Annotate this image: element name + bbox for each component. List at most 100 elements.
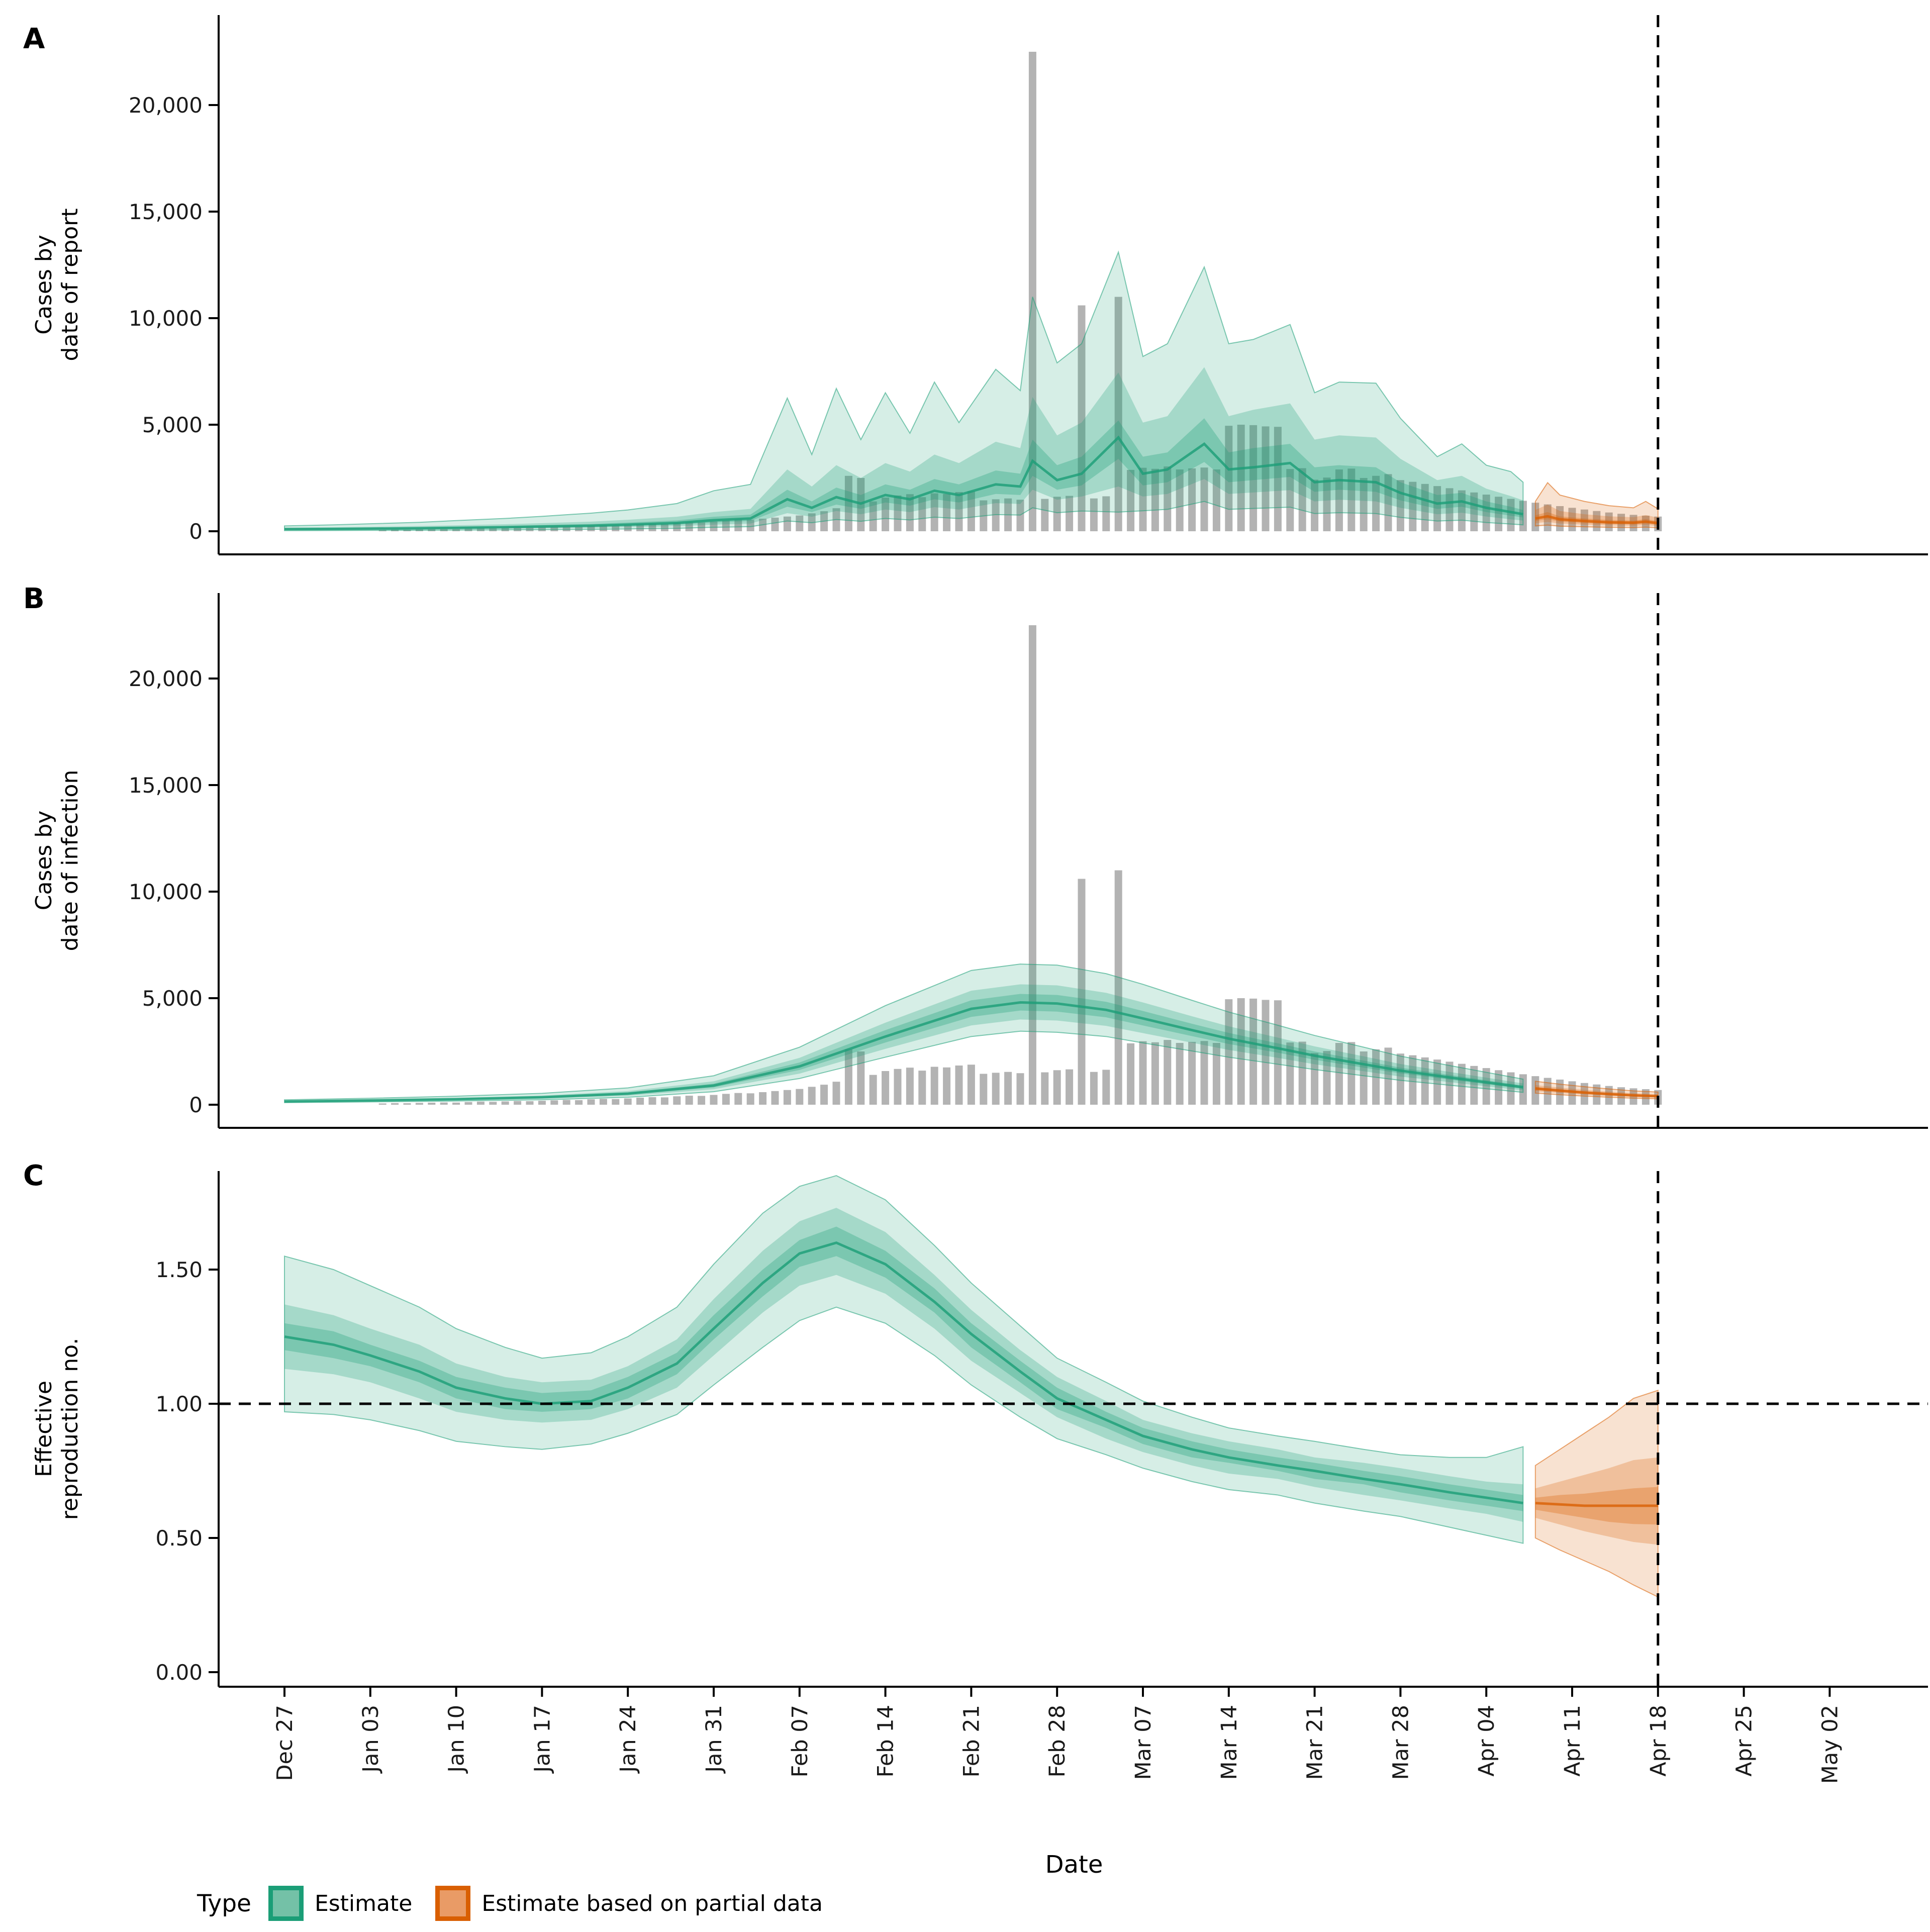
reported-cases-bar bbox=[1200, 467, 1208, 531]
reported-cases-bar bbox=[906, 494, 914, 531]
y-tick-label: 0 bbox=[189, 1093, 203, 1117]
panel-A: 0 5,000 10,000 15,000 20,000 A Cases by date of… bbox=[23, 15, 1928, 555]
reported-cases-bar bbox=[746, 1093, 754, 1105]
reported-cases-bar bbox=[636, 1098, 644, 1105]
reported-cases-bar bbox=[599, 1099, 607, 1105]
reported-cases-bar bbox=[857, 1051, 865, 1105]
reported-cases-bar bbox=[930, 493, 938, 531]
reported-cases-bar bbox=[1335, 469, 1343, 531]
reported-cases-bar bbox=[796, 1089, 804, 1105]
y-tick-label: 1.00 bbox=[155, 1392, 203, 1416]
reported-cases-bar bbox=[1445, 1061, 1454, 1105]
reported-cases-bar bbox=[550, 527, 558, 531]
legend: Type Estimate Estimate based on partial … bbox=[197, 1886, 846, 1921]
reported-cases-bar bbox=[1311, 479, 1319, 531]
reported-cases-bar bbox=[746, 520, 754, 531]
reported-cases-bar bbox=[587, 1099, 595, 1105]
reported-cases-bar bbox=[1495, 497, 1503, 531]
C_estimate-median-line bbox=[284, 1241, 1523, 1505]
reported-cases-bar bbox=[1164, 1040, 1172, 1105]
reported-cases-bar bbox=[415, 1103, 423, 1105]
y-tick-label: 20,000 bbox=[129, 666, 203, 691]
reported-cases-bar bbox=[1102, 1070, 1110, 1105]
reported-cases-bar bbox=[698, 1096, 706, 1105]
reported-cases-bar bbox=[1507, 1072, 1515, 1105]
reported-cases-bar bbox=[1225, 426, 1233, 531]
A_estimate-ci20-band bbox=[284, 418, 1523, 530]
reported-cases-bar bbox=[869, 501, 877, 531]
y-axis-title-line: reproduction no. bbox=[57, 1338, 83, 1520]
y-axis-title-line: Cases by bbox=[31, 235, 57, 335]
reported-cases-bar bbox=[734, 519, 742, 531]
reported-cases-bar bbox=[648, 1097, 656, 1105]
reported-cases-bar bbox=[943, 1067, 951, 1105]
reported-cases-bar bbox=[440, 1102, 448, 1105]
reported-cases-bar bbox=[943, 494, 951, 531]
y-tick-label: 15,000 bbox=[129, 200, 203, 224]
reported-cases-bar bbox=[464, 1102, 472, 1105]
reported-cases-bar bbox=[673, 523, 681, 531]
y-axis-title-line: date of infection bbox=[57, 770, 83, 951]
B_estimate-ci90-band bbox=[284, 963, 1524, 1103]
reported-cases-bar bbox=[1041, 1072, 1049, 1105]
B_estimate-ci50-band bbox=[284, 984, 1523, 1102]
reported-cases-bar bbox=[1409, 1055, 1417, 1105]
x-tick-label: Feb 07 bbox=[788, 1705, 813, 1778]
reported-cases-bar bbox=[1262, 1000, 1270, 1105]
reported-cases-bar bbox=[1004, 1072, 1012, 1105]
x-tick-label: May 02 bbox=[1817, 1705, 1843, 1784]
x-tick-label: Jan 31 bbox=[702, 1705, 727, 1774]
reported-cases-bar bbox=[612, 1099, 620, 1105]
reported-cases-bar bbox=[612, 525, 620, 531]
reported-cases-bar bbox=[1212, 1043, 1220, 1105]
reported-cases-bar bbox=[1396, 1053, 1404, 1105]
y-axis-title-line: Cases by bbox=[31, 811, 57, 911]
y-axis-title-line: date of report bbox=[57, 209, 83, 361]
reported-cases-bar bbox=[636, 524, 644, 531]
reported-cases-bar bbox=[1323, 1051, 1331, 1105]
reported-cases-bar bbox=[538, 1101, 546, 1105]
reported-cases-bar bbox=[844, 1049, 852, 1105]
reported-cases-bar bbox=[1543, 504, 1552, 531]
reported-cases-bar bbox=[955, 1065, 963, 1105]
reported-cases-bar bbox=[1127, 1043, 1135, 1105]
reported-cases-bar bbox=[1066, 1069, 1074, 1105]
reported-cases-bars bbox=[378, 625, 1662, 1105]
reported-cases-bar bbox=[1028, 52, 1036, 531]
reported-cases-bar bbox=[1090, 498, 1098, 531]
x-tick-label: Jan 24 bbox=[616, 1705, 641, 1774]
reported-cases-bar bbox=[1225, 999, 1233, 1105]
reported-cases-bar bbox=[1041, 499, 1049, 531]
C_estimate-ci90-band bbox=[284, 1175, 1524, 1544]
A_estimate-median-line bbox=[284, 435, 1523, 531]
y-axis-title-line: Effective bbox=[31, 1381, 57, 1477]
x-axis-title: Date bbox=[1045, 1851, 1103, 1879]
reported-cases-bar bbox=[660, 1097, 668, 1105]
reported-cases-bar bbox=[1016, 1073, 1024, 1105]
reported-cases-bar bbox=[869, 1075, 877, 1105]
y-tick-label: 5,000 bbox=[142, 413, 203, 437]
reported-cases-bar bbox=[660, 524, 668, 531]
x-tick-label: Mar 28 bbox=[1388, 1705, 1413, 1780]
reported-cases-bar bbox=[992, 1073, 1000, 1105]
reported-cases-bar bbox=[1176, 469, 1184, 531]
reported-cases-bar bbox=[722, 520, 730, 531]
legend-item-estimate-label: Estimate bbox=[314, 1890, 413, 1916]
reported-cases-bar bbox=[489, 1102, 497, 1105]
reported-cases-bar bbox=[1298, 468, 1306, 531]
x-tick-label: Apr 04 bbox=[1474, 1705, 1499, 1777]
reported-cases-bar bbox=[980, 1074, 988, 1105]
reported-cases-bar bbox=[1053, 497, 1061, 531]
reported-cases-bar bbox=[1617, 1087, 1625, 1105]
reported-cases-bar bbox=[894, 1069, 902, 1105]
reported-cases-bar bbox=[1274, 427, 1282, 531]
x-tick-label: Apr 18 bbox=[1646, 1705, 1671, 1777]
panel-letter-B: B bbox=[23, 583, 45, 615]
reported-cases-bar bbox=[624, 525, 632, 531]
reported-cases-bar bbox=[1188, 468, 1196, 531]
reported-cases-bar bbox=[783, 516, 791, 531]
reported-cases-bar bbox=[562, 1100, 570, 1105]
x-tick-label: Dec 27 bbox=[272, 1705, 298, 1781]
reported-cases-bar bbox=[1151, 468, 1159, 531]
